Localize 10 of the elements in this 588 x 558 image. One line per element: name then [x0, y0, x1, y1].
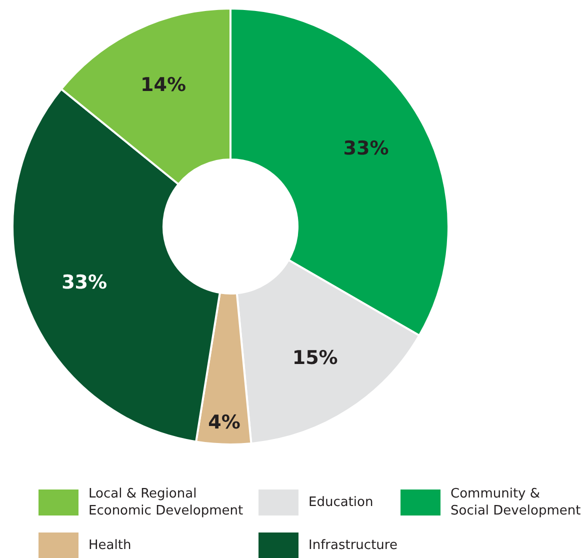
data-label: 15%	[292, 347, 338, 370]
data-label: 33%	[62, 271, 108, 294]
data-label: 33%	[343, 137, 389, 160]
legend-label: Health	[88, 538, 132, 553]
legend-label: Community & Social Development	[450, 486, 581, 519]
data-label: 4%	[208, 411, 240, 434]
data-label: 14%	[140, 74, 186, 96]
legend-label: Local & Regional Economic Development	[88, 486, 244, 519]
legend-label: Infrastructure	[308, 538, 398, 553]
legend-label: Education	[308, 495, 374, 510]
